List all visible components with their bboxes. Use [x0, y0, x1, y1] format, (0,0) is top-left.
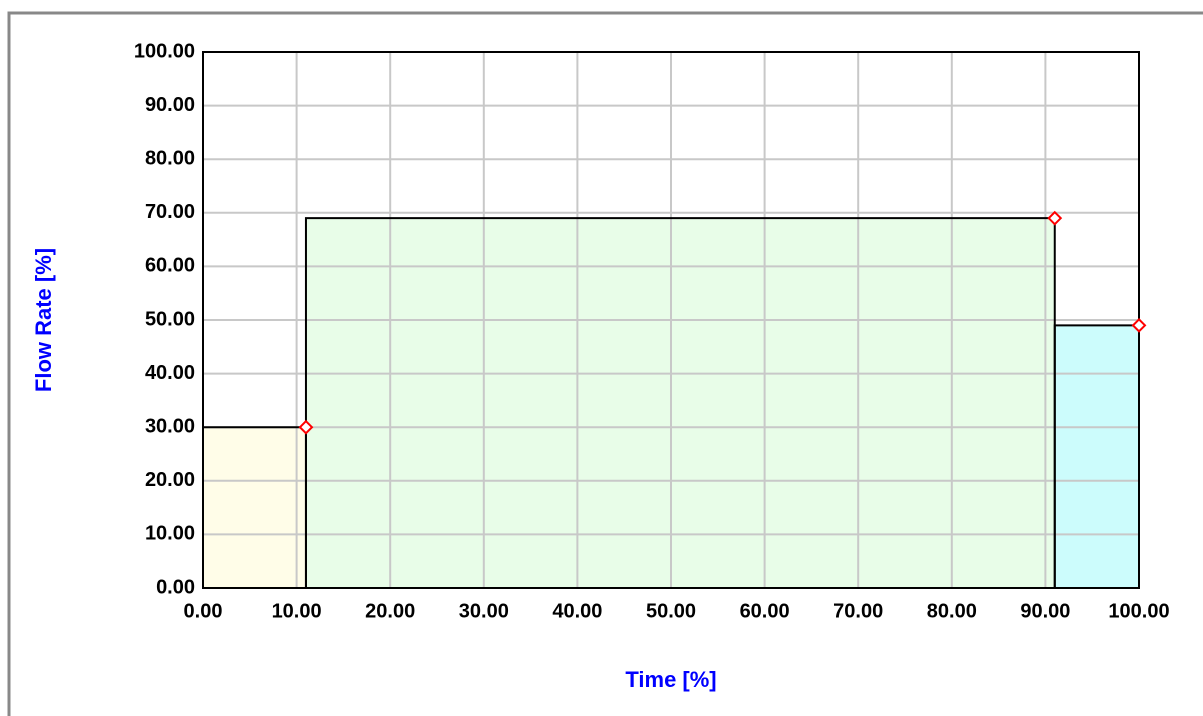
- y-tick-label: 100.00: [134, 40, 195, 62]
- x-tick-label: 10.00: [272, 600, 322, 622]
- y-tick-label: 30.00: [145, 415, 195, 437]
- x-tick-label: 40.00: [552, 600, 602, 622]
- y-tick-label: 20.00: [145, 469, 195, 491]
- y-axis-title: Flow Rate [%]: [31, 248, 56, 392]
- y-tick-label: 50.00: [145, 308, 195, 330]
- segment-fill: [203, 427, 306, 588]
- x-tick-label: 70.00: [833, 600, 883, 622]
- point-marker: [1047, 210, 1063, 226]
- point-marker: [1131, 317, 1147, 333]
- segment-fill: [305, 218, 1055, 588]
- x-tick-label: 80.00: [927, 600, 977, 622]
- y-tick-label: 70.00: [145, 201, 195, 223]
- y-tick-label: 40.00: [145, 362, 195, 384]
- y-tick-label: 80.00: [145, 147, 195, 169]
- y-tick-label: 10.00: [145, 523, 195, 545]
- x-tick-label: 20.00: [365, 600, 415, 622]
- x-axis-title: Time [%]: [625, 667, 716, 692]
- x-tick-label: 50.00: [646, 600, 696, 622]
- segment-fill: [1054, 325, 1139, 588]
- x-tick-label: 0.00: [184, 600, 223, 622]
- y-tick-label: 0.00: [156, 576, 195, 598]
- x-tick-label: 30.00: [459, 600, 509, 622]
- x-tick-label: 90.00: [1020, 600, 1070, 622]
- y-tick-label: 90.00: [145, 94, 195, 116]
- x-tick-label: 100.00: [1108, 600, 1169, 622]
- point-marker: [298, 419, 314, 435]
- x-tick-label: 60.00: [740, 600, 790, 622]
- y-tick-label: 60.00: [145, 255, 195, 277]
